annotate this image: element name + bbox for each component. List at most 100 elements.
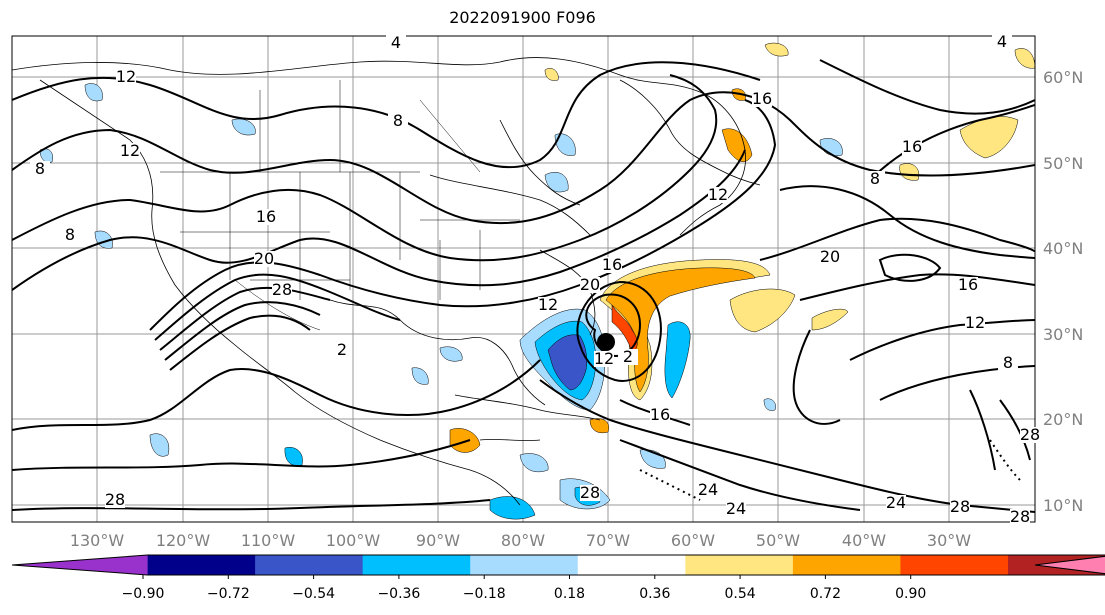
contour-label: 4 bbox=[997, 32, 1007, 51]
latitude-label: 50°N bbox=[1043, 154, 1083, 173]
contour-label: 20 bbox=[820, 247, 840, 266]
colorbar bbox=[11, 554, 1105, 576]
contour-label-background bbox=[820, 249, 840, 265]
colorbar-tick-label: −0.90 bbox=[122, 586, 165, 602]
contour-label-background bbox=[650, 407, 670, 423]
contour-label-background bbox=[254, 251, 274, 267]
colorbar-bin bbox=[792, 555, 901, 575]
contour-label-background bbox=[752, 91, 772, 107]
contour-label-background bbox=[1010, 509, 1030, 525]
colorbar-bin bbox=[470, 555, 579, 575]
longitude-label: 40°W bbox=[842, 531, 886, 550]
contour-label-background bbox=[538, 297, 558, 313]
contour-label-background bbox=[256, 209, 276, 225]
colorbar-tick-label: 0.90 bbox=[895, 586, 926, 602]
contour-label: 24 bbox=[886, 493, 906, 512]
colorbar-bin bbox=[147, 555, 256, 575]
contour-label-background bbox=[388, 113, 408, 129]
contour-label: 16 bbox=[902, 137, 922, 156]
hurricane-center-marker bbox=[597, 333, 615, 351]
contour-label: 2 bbox=[623, 347, 633, 366]
contour-label-background bbox=[708, 187, 728, 203]
latitude-label: 60°N bbox=[1043, 68, 1083, 87]
contour-label: 24 bbox=[726, 499, 746, 518]
longitude-label: 70°W bbox=[586, 531, 630, 550]
contour-label-background bbox=[965, 315, 985, 331]
longitude-label: 30°W bbox=[927, 531, 971, 550]
contour-label: 8 bbox=[35, 159, 45, 178]
colorbar-bin bbox=[900, 555, 1009, 575]
contour-label: 8 bbox=[393, 111, 403, 130]
colorbar-tick-labels: −0.90 −0.72 −0.54 −0.36 −0.18 0.18 0.36 0.54 0.7… bbox=[122, 575, 926, 602]
contour-label: 8 bbox=[1003, 353, 1013, 372]
contour-label: 8 bbox=[65, 225, 75, 244]
contour-label: 12 bbox=[116, 67, 136, 86]
contour-label: 12 bbox=[708, 185, 728, 204]
contour-label-background bbox=[698, 482, 718, 498]
contour-label-background bbox=[116, 69, 136, 85]
contour-label-background bbox=[594, 351, 614, 367]
colorbar-tick-label: 0.36 bbox=[639, 586, 670, 602]
contour-label: 2 bbox=[337, 340, 347, 359]
contour-label-background bbox=[386, 35, 406, 51]
colorbar-tick-label: 0.72 bbox=[810, 586, 841, 602]
latitude-labels: 60°N 50°N 40°N 30°N 20°N 10°N bbox=[1043, 68, 1083, 515]
contour-label: 20 bbox=[254, 249, 274, 268]
contour-label: 16 bbox=[602, 255, 622, 274]
map-title: 2022091900 F096 bbox=[449, 8, 596, 27]
latitude-label: 30°N bbox=[1043, 325, 1083, 344]
contour-label: 8 bbox=[870, 169, 880, 188]
colorbar-tick-label: 0.54 bbox=[725, 586, 756, 602]
contour-label-background bbox=[272, 282, 292, 298]
colorbar-tick-label: −0.36 bbox=[377, 586, 420, 602]
contour-label: 12 bbox=[120, 141, 140, 160]
latitude-label: 20°N bbox=[1043, 410, 1083, 429]
graticule bbox=[12, 36, 1035, 522]
contour-label-background bbox=[886, 495, 906, 511]
contour-label-background bbox=[992, 34, 1012, 50]
longitude-labels: 130°W 120°W 110°W 100°W 90°W 80°W 70°W 60°W 50°W… bbox=[70, 531, 971, 550]
contour-label: 28 bbox=[1020, 425, 1040, 444]
contour-label-background bbox=[865, 171, 885, 187]
contour-label-background bbox=[902, 139, 922, 155]
longitude-label: 130°W bbox=[70, 531, 125, 550]
colorbar-bin bbox=[577, 555, 686, 575]
contour-label: 24 bbox=[698, 480, 718, 499]
colorbar-extend-low bbox=[12, 555, 148, 575]
colorbar-outline bbox=[11, 554, 1105, 576]
dotted-contours bbox=[639, 439, 1021, 501]
colorbar-bin bbox=[685, 555, 794, 575]
longitude-label: 100°W bbox=[326, 531, 381, 550]
contour-label: 12 bbox=[965, 313, 985, 332]
contour-label-background bbox=[60, 227, 80, 243]
contour-label: 28 bbox=[272, 280, 292, 299]
colorbar-bin bbox=[255, 555, 364, 575]
contour-label-background bbox=[580, 485, 600, 501]
height-contours bbox=[12, 59, 1035, 513]
contour-label: 20 bbox=[580, 275, 600, 294]
contour-label-background bbox=[958, 277, 978, 293]
latitude-label: 10°N bbox=[1043, 496, 1083, 515]
colorbar-extend-high bbox=[1035, 556, 1105, 574]
contour-label-background bbox=[1020, 427, 1040, 443]
contour-label-background bbox=[580, 277, 600, 293]
longitude-label: 90°W bbox=[416, 531, 460, 550]
colorbar-tick-label: −0.54 bbox=[292, 586, 335, 602]
plot-frame bbox=[11, 35, 1036, 523]
contour-label: 16 bbox=[958, 275, 978, 294]
contour-label: 4 bbox=[391, 33, 401, 52]
contour-label: 28 bbox=[105, 490, 125, 509]
colorbar-tick-label: 0.18 bbox=[554, 586, 585, 602]
colorbar-tick-label: −0.72 bbox=[207, 586, 250, 602]
contour-label-background bbox=[120, 143, 140, 159]
longitude-label: 60°W bbox=[671, 531, 715, 550]
longitude-label: 120°W bbox=[156, 531, 211, 550]
colorbar-bin bbox=[362, 555, 471, 575]
contour-label-background bbox=[332, 342, 352, 358]
contour-label: 28 bbox=[950, 497, 970, 516]
longitude-label: 110°W bbox=[241, 531, 296, 550]
longitude-label: 50°W bbox=[756, 531, 800, 550]
contour-label-background bbox=[30, 161, 50, 177]
